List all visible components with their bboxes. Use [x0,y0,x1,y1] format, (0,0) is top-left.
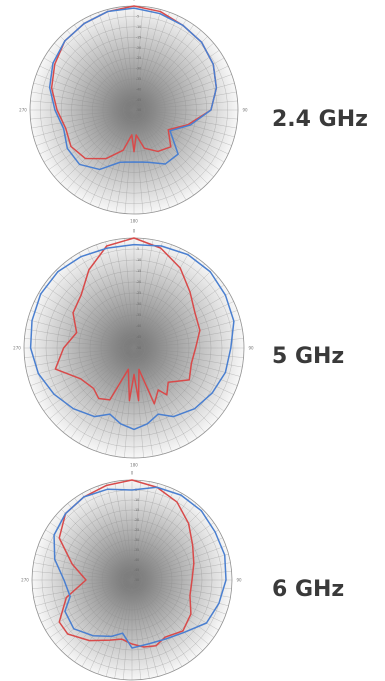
angle-tick-label: 270 [21,577,29,582]
series-line-blue [53,486,227,649]
radial-tick-label: -50 [136,108,141,112]
radial-tick-label: -30 [136,302,141,306]
angle-tick-label: 90 [242,107,248,112]
radial-tick-label: -15 [136,269,141,273]
radial-tick-label: -35 [136,313,141,317]
polar-grid [23,237,245,459]
frequency-label-5ghz: 5 GHz [272,344,345,369]
radial-tick-label: -20 [136,280,141,284]
angle-tick-label: 270 [19,107,27,112]
angle-tick-label: 180 [130,218,138,223]
radial-tick-label: -40 [134,558,139,562]
angle-tick-label: 90 [248,345,254,350]
series-line-blue [48,7,218,171]
radial-tick-label: -10 [134,498,139,502]
radial-tick-label: -50 [134,578,139,582]
angle-tick-label: 0 [133,0,136,1]
series-line-red [54,237,201,405]
polar-grid [31,479,233,681]
radial-tick-label: -50 [136,346,141,350]
frequency-label-2-4ghz: 2.4 GHz [272,107,368,132]
angle-tick-label: 180 [130,462,138,467]
series-line-blue [29,243,235,431]
radial-tick-label: -40 [136,324,141,328]
angle-tick-label: 90 [236,577,242,582]
series-line-red [58,479,195,648]
radial-tick-label: -25 [136,291,141,295]
polar-chart-2-4ghz: -5 -10 -15 -20 -25 -30 -35 -40 -45 -50 0 90 180 270 [19,0,248,223]
angle-tick-label: 0 [131,470,134,475]
radial-tick-label: -30 [136,67,141,71]
angle-tick-label: 0 [133,228,136,233]
angle-tick-label: 270 [13,345,21,350]
radial-tick-label: -25 [134,528,139,532]
radiation-pattern-2-4ghz: -5 -10 -15 -20 -25 -30 -35 -40 -45 -50 0 90 180 270 2… [0,0,385,223]
radial-tick-label: -10 [136,25,141,29]
frequency-label-6ghz: 6 GHz [272,577,345,602]
radiation-pattern-5ghz: -5 -10 -15 -20 -25 -30 -35 -40 -45 -50 0 90 180 270 5… [0,228,385,467]
radial-tick-label: -35 [134,548,139,552]
radial-tick-label: -20 [136,46,141,50]
polar-chart-5ghz: -5 -10 -15 -20 -25 -30 -35 -40 -45 -50 0 90 180 270 [13,228,254,467]
radial-tick-label: -20 [134,518,139,522]
polar-grid [29,5,239,215]
radial-tick-label: -40 [136,87,141,91]
radial-tick-label: -15 [136,35,141,39]
radial-tick-label: -5 [136,15,139,19]
radial-tick-label: -45 [136,98,141,102]
radial-tick-label: -30 [134,538,139,542]
radial-tick-label: -45 [134,568,139,572]
radial-tick-label: -35 [136,77,141,81]
radial-tick-label: -25 [136,56,141,60]
radial-tick-label: -15 [134,508,139,512]
radial-tick-label: -45 [136,335,141,339]
radial-tick-label: -10 [136,258,141,262]
radial-tick-label: -5 [136,247,139,251]
